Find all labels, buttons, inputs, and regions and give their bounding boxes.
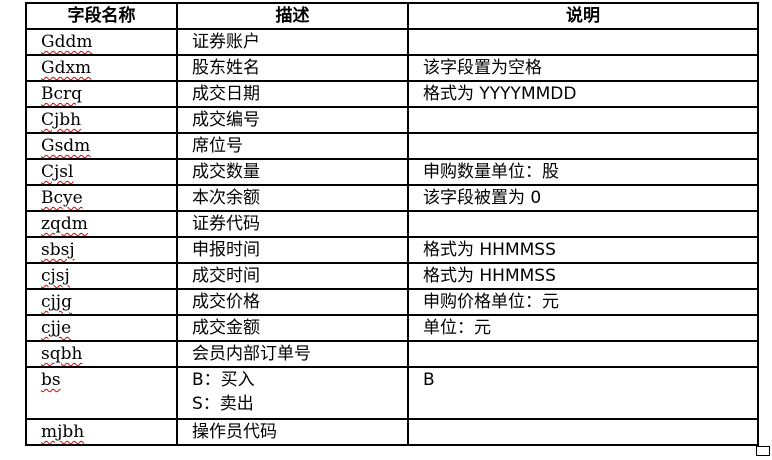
header-row: 字段名称 描述 说明 [25,2,759,30]
field-name-cell: cjjg [25,288,178,316]
note-cell: 申购数量单位：股 [407,158,759,186]
header-field-name: 字段名称 [25,2,178,30]
field-name-cell: bs [25,366,178,420]
description-cell: 证券代码 [176,210,409,238]
table-row: Cjsl 成交数量 申购数量单位：股 [25,158,759,186]
field-name-cell: Gdxm [25,54,178,82]
note-cell: 申购价格单位：元 [407,288,759,316]
field-name-cell: sbsj [25,236,178,264]
field-name-cell: mjbh [25,418,178,446]
description-cell: B：买入 S：卖出 [176,366,409,420]
note-cell: B [407,366,759,420]
description-line: S：卖出 [192,394,254,414]
field-name-cell: zqdm [25,210,178,238]
field-table: 字段名称 描述 说明 Gddm 证券账户 Gdxm 股东姓名 该字段置为空格 Bcrq 成交… [25,2,759,446]
description-cell: 成交金额 [176,314,409,342]
field-name-cell: cjsj [25,262,178,290]
description-cell: 成交时间 [176,262,409,290]
field-name-cell: Cjbh [25,106,178,134]
note-cell [407,28,759,56]
table-row: Gsdm 席位号 [25,132,759,160]
note-cell [407,210,759,238]
description-cell: 会员内部订单号 [176,340,409,368]
note-cell: 格式为 HHMMSS [407,262,759,290]
description-cell: 股东姓名 [176,54,409,82]
note-cell [407,418,759,446]
description-cell: 成交日期 [176,80,409,108]
table-row: cjje 成交金额 单位：元 [25,314,759,342]
table-row: bs B：买入 S：卖出 B [25,366,759,420]
field-name-cell: sqbh [25,340,178,368]
description-cell: 成交数量 [176,158,409,186]
table-row: Gdxm 股东姓名 该字段置为空格 [25,54,759,82]
field-name-cell: Bcye [25,184,178,212]
table-row: mjbh 操作员代码 [25,418,759,446]
description-cell: 席位号 [176,132,409,160]
description-cell: 证券账户 [176,28,409,56]
table-row: Bcrq 成交日期 格式为 YYYYMMDD [25,80,759,108]
table-row: cjjg 成交价格 申购价格单位：元 [25,288,759,316]
field-name-cell: Gsdm [25,132,178,160]
description-cell: 申报时间 [176,236,409,264]
header-description: 描述 [176,2,409,30]
table-row: sbsj 申报时间 格式为 HHMMSS [25,236,759,264]
table-row: Bcye 本次余额 该字段被置为 0 [25,184,759,212]
table-row: Gddm 证券账户 [25,28,759,56]
table-row: Cjbh 成交编号 [25,106,759,134]
description-cell: 本次余额 [176,184,409,212]
description-cell: 成交价格 [176,288,409,316]
field-name-cell: Cjsl [25,158,178,186]
note-cell [407,106,759,134]
note-cell: 格式为 YYYYMMDD [407,80,759,108]
field-name-cell: Gddm [25,28,178,56]
table-row: zqdm 证券代码 [25,210,759,238]
table-row: sqbh 会员内部订单号 [25,340,759,368]
description-cell: 操作员代码 [176,418,409,446]
header-note: 说明 [407,2,759,30]
note-cell: 格式为 HHMMSS [407,236,759,264]
note-cell: 该字段置为空格 [407,54,759,82]
note-cell: 单位：元 [407,314,759,342]
table-row: cjsj 成交时间 格式为 HHMMSS [25,262,759,290]
note-cell [407,340,759,368]
field-name-cell: Bcrq [25,80,178,108]
table-resize-handle[interactable] [756,446,770,456]
description-cell: 成交编号 [176,106,409,134]
note-cell: 该字段被置为 0 [407,184,759,212]
description-line: B：买入 [192,370,255,390]
field-name-cell: cjje [25,314,178,342]
note-cell [407,132,759,160]
